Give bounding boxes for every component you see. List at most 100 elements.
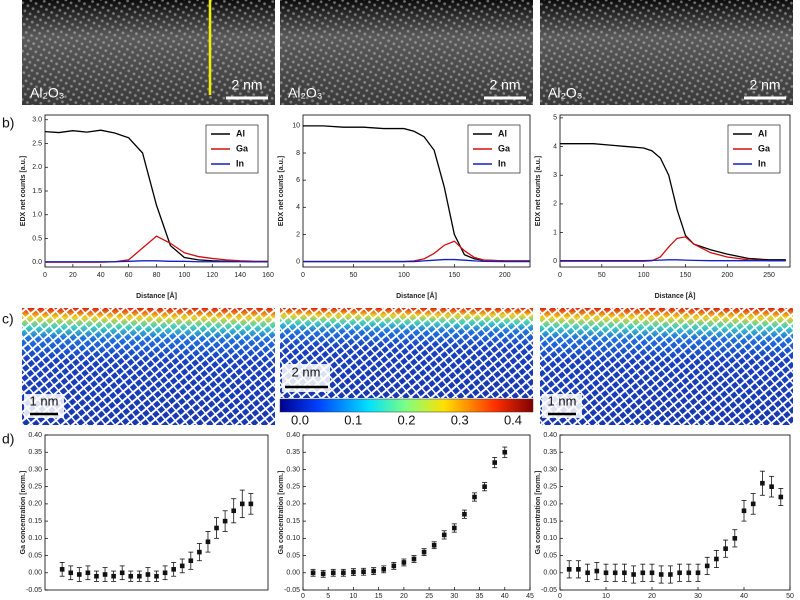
concentration-map: 1 nm <box>22 308 275 425</box>
data-point <box>94 573 99 579</box>
x-tick-label: 120 <box>206 272 218 279</box>
plot-frame <box>559 434 791 591</box>
data-point <box>222 518 228 524</box>
y-tick-label: 0.35 <box>543 449 557 456</box>
data-point <box>622 570 627 576</box>
x-tick-label: 0 <box>43 272 47 279</box>
data-point <box>760 480 765 486</box>
x-tick-label: 40 <box>501 593 509 600</box>
data-point <box>472 494 477 500</box>
line-series <box>303 258 530 263</box>
scale-bar-label: 1 nm <box>548 393 577 408</box>
data-point <box>732 536 738 541</box>
y-tick-label: 0.25 <box>28 484 42 491</box>
colorbar-tick-label: 0.0 <box>291 412 309 427</box>
y-tick-label: 0.40 <box>28 432 42 439</box>
y-tick-label: 1.0 <box>32 212 42 219</box>
data-point <box>361 569 366 575</box>
y-tick-label: 0.40 <box>286 432 300 439</box>
panel-label: c) <box>2 311 14 327</box>
y-tick-label: 1 <box>553 229 557 236</box>
y-tick-label: 0.05 <box>286 552 300 559</box>
data-point <box>341 570 346 576</box>
scale-bar-label: 2 nm <box>749 77 780 93</box>
line-series <box>560 143 786 261</box>
x-tick-label: 10 <box>350 593 358 600</box>
data-point <box>85 570 91 576</box>
legend-label: Ga <box>498 143 511 153</box>
legend-label: In <box>236 158 244 168</box>
x-tick-label: 160 <box>262 272 274 279</box>
x-tick-label: 30 <box>694 593 702 600</box>
data-point <box>658 572 664 577</box>
line-series <box>45 260 268 263</box>
data-point <box>401 560 407 565</box>
data-point <box>704 563 710 569</box>
data-point <box>239 501 245 507</box>
data-point <box>179 563 185 569</box>
data-point <box>431 542 437 548</box>
colorbar <box>279 398 534 413</box>
y-tick-label: 0.05 <box>28 552 42 559</box>
legend-label: In <box>498 158 506 168</box>
y-tick-label: 0.15 <box>543 518 557 525</box>
data-point <box>351 569 356 575</box>
data-point <box>741 508 747 514</box>
tem-image: Al₂O₃ 2 nm <box>540 0 793 105</box>
x-tick-label: 0 <box>301 593 305 600</box>
legend-label: In <box>758 158 766 168</box>
data-point <box>59 567 65 572</box>
x-tick-label: 35 <box>476 593 484 600</box>
x-tick-label: 30 <box>450 593 458 600</box>
data-point <box>769 484 774 489</box>
x-axis-title: Distance [Å] <box>136 291 177 300</box>
plot-frame <box>44 434 269 591</box>
y-tick-label: 0.15 <box>28 518 42 525</box>
y-tick-label: 0.25 <box>286 484 300 491</box>
data-point <box>102 572 108 577</box>
y-axis-title: EDX net counts [a.u.] <box>20 156 27 226</box>
x-tick-label: 40 <box>97 272 105 279</box>
data-point <box>594 568 600 574</box>
data-point <box>640 570 646 576</box>
tem-image: Al₂O₃ 2 nm <box>22 0 275 105</box>
data-point <box>128 573 134 579</box>
plot-frame <box>302 434 531 591</box>
data-point <box>686 570 692 576</box>
legend-label: Al <box>498 128 507 138</box>
data-point <box>482 484 487 489</box>
x-tick-label: 50 <box>598 272 606 279</box>
data-point <box>162 570 168 576</box>
panel-label: b) <box>2 115 14 131</box>
x-tick-label: 50 <box>786 593 794 600</box>
y-tick-label: 0.20 <box>286 501 300 508</box>
y-tick-label: 0.10 <box>28 535 42 542</box>
data-point <box>381 567 387 572</box>
data-point <box>750 501 756 507</box>
y-tick-label: 0.20 <box>543 501 557 508</box>
data-point <box>668 572 673 577</box>
data-point <box>197 549 202 555</box>
data-point <box>421 549 427 555</box>
chart: 0.0 0.5 1.0 1.5 2.0 2.5 3.0 0 20 40 60 80 100 120 140 1… <box>20 114 274 300</box>
image-label: Al₂O₃ <box>548 85 582 101</box>
data-point <box>248 501 254 507</box>
x-tick-label: 100 <box>179 272 191 279</box>
x-tick-label: 20 <box>648 593 656 600</box>
y-tick-label: 0.35 <box>286 449 300 456</box>
data-point <box>441 532 447 538</box>
data-point <box>137 573 142 579</box>
x-tick-label: 15 <box>375 593 383 600</box>
data-point <box>310 570 316 576</box>
colorbar-tick-label: 0.1 <box>344 412 362 427</box>
y-tick-label: 0.20 <box>28 501 42 508</box>
scale-bar-label: 2 nm <box>489 77 520 93</box>
y-axis-title: Ga concentration [norm.] <box>535 471 542 555</box>
x-tick-label: 200 <box>721 272 733 279</box>
data-point <box>68 570 74 576</box>
y-tick-label: 0.15 <box>286 518 300 525</box>
y-tick-label: 0.00 <box>543 570 557 577</box>
x-tick-label: 20 <box>400 593 408 600</box>
x-tick-label: 200 <box>499 272 511 279</box>
